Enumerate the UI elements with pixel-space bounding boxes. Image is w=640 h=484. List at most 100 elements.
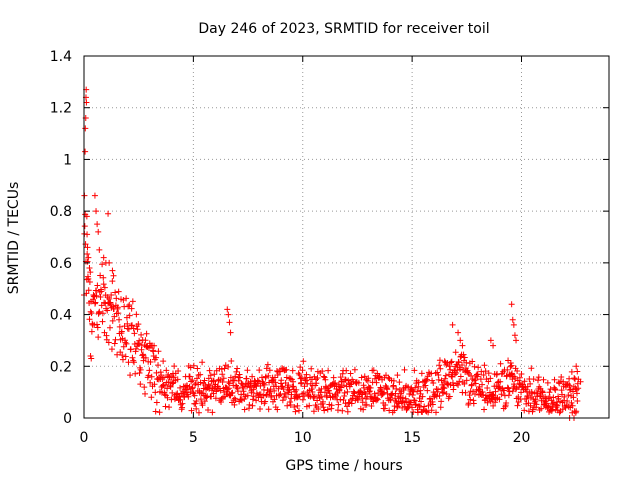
data-point — [188, 385, 195, 392]
data-point — [344, 403, 351, 410]
data-point — [267, 386, 274, 393]
data-point — [453, 369, 460, 376]
data-point — [295, 407, 302, 414]
data-point — [256, 367, 263, 374]
data-point — [278, 377, 285, 384]
data-point — [418, 398, 425, 405]
data-point — [199, 359, 206, 366]
data-point — [477, 376, 484, 383]
data-point — [487, 375, 494, 382]
data-point — [85, 287, 92, 294]
data-point — [288, 391, 295, 398]
x-tick-label: 15 — [403, 430, 421, 446]
data-point — [444, 380, 451, 387]
y-axis-label: SRMTID / TECUs — [6, 182, 22, 295]
data-point — [333, 393, 339, 400]
data-point — [315, 406, 322, 413]
data-point — [341, 389, 348, 396]
data-point — [392, 397, 399, 404]
data-point — [399, 394, 406, 401]
data-point — [110, 272, 117, 279]
data-point — [320, 398, 327, 405]
data-point — [257, 382, 264, 389]
data-point — [113, 295, 120, 302]
data-point — [437, 404, 444, 411]
data-point — [300, 358, 307, 365]
data-point — [105, 210, 112, 217]
data-point — [135, 321, 142, 328]
data-point — [100, 281, 107, 288]
data-point — [497, 378, 504, 385]
data-point — [219, 371, 226, 378]
x-tick-label: 5 — [189, 430, 198, 446]
data-point — [497, 360, 504, 367]
data-point — [306, 402, 313, 409]
data-point — [468, 372, 475, 379]
data-point — [448, 373, 455, 380]
data-point — [152, 408, 159, 415]
data-point — [277, 368, 284, 375]
data-point — [468, 381, 475, 388]
data-point — [559, 406, 566, 413]
data-point — [84, 251, 91, 258]
data-point — [122, 353, 129, 360]
data-point — [226, 380, 233, 387]
data-point — [225, 379, 232, 386]
data-point — [435, 376, 442, 383]
data-point — [509, 370, 516, 377]
data-point — [318, 393, 325, 400]
data-point — [97, 272, 104, 279]
data-point — [93, 292, 100, 299]
data-point — [370, 367, 377, 374]
data-point — [111, 313, 118, 320]
data-point — [504, 366, 511, 373]
data-point — [544, 404, 551, 411]
data-point — [518, 371, 525, 378]
data-point — [436, 357, 443, 364]
data-point — [218, 366, 225, 373]
data-point — [303, 377, 310, 384]
data-point — [484, 399, 491, 406]
data-point — [112, 336, 119, 343]
data-point — [479, 381, 486, 388]
data-point — [449, 379, 456, 386]
data-point — [106, 300, 113, 307]
data-point — [193, 398, 200, 405]
data-point — [84, 258, 91, 265]
data-point — [345, 377, 352, 384]
data-point — [99, 318, 106, 325]
data-point — [92, 299, 99, 306]
data-point — [175, 367, 182, 374]
data-point — [313, 380, 320, 387]
data-point — [146, 367, 153, 374]
data-point — [533, 401, 540, 408]
data-point — [247, 380, 254, 387]
data-point — [109, 317, 116, 324]
data-point — [323, 393, 330, 400]
data-point — [330, 374, 337, 381]
data-point — [199, 402, 206, 409]
data-point — [166, 404, 173, 411]
data-point — [406, 390, 413, 397]
data-point — [137, 381, 144, 388]
data-point — [463, 359, 470, 366]
data-point — [457, 337, 464, 344]
data-point — [129, 322, 136, 329]
data-point — [546, 393, 553, 400]
y-tick-label: 0.6 — [50, 256, 72, 272]
data-point — [532, 396, 539, 403]
data-point — [448, 358, 455, 365]
data-point — [326, 390, 333, 397]
data-point — [145, 372, 152, 379]
data-point — [244, 367, 251, 374]
data-point — [402, 395, 409, 402]
data-point — [226, 319, 233, 326]
data-point — [257, 406, 264, 413]
data-point — [437, 365, 444, 372]
data-point — [94, 221, 101, 228]
data-point — [164, 394, 171, 401]
data-point — [347, 381, 354, 388]
data-point — [99, 261, 106, 268]
data-point — [419, 393, 426, 400]
data-point — [299, 367, 306, 374]
